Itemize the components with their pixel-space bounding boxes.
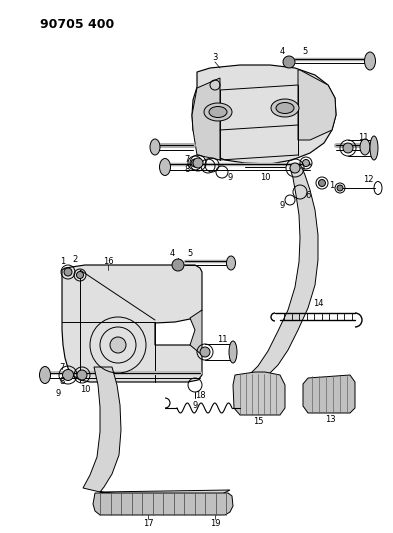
Circle shape (290, 163, 300, 173)
Polygon shape (190, 310, 202, 355)
Text: 16: 16 (103, 257, 113, 266)
Text: 13: 13 (325, 416, 335, 424)
Text: 2: 2 (72, 255, 78, 264)
Polygon shape (62, 265, 202, 382)
Text: 18: 18 (195, 392, 205, 400)
Circle shape (318, 180, 325, 187)
Text: 7: 7 (59, 364, 65, 373)
Text: 10: 10 (260, 174, 270, 182)
Ellipse shape (370, 136, 378, 160)
Text: 5: 5 (187, 249, 193, 259)
Circle shape (77, 370, 87, 380)
Ellipse shape (160, 158, 171, 175)
Text: 12: 12 (363, 175, 373, 184)
Text: 11: 11 (358, 133, 368, 142)
Circle shape (64, 268, 72, 276)
Polygon shape (233, 372, 285, 415)
Text: 7: 7 (184, 156, 190, 165)
Circle shape (343, 143, 353, 153)
Polygon shape (303, 375, 355, 413)
Text: 9: 9 (279, 200, 285, 209)
Ellipse shape (360, 139, 370, 155)
Text: 9: 9 (228, 174, 233, 182)
Text: 9: 9 (193, 400, 198, 409)
Ellipse shape (364, 52, 375, 70)
Polygon shape (93, 493, 233, 515)
Ellipse shape (209, 107, 227, 117)
Circle shape (191, 159, 199, 167)
Polygon shape (298, 70, 336, 140)
Polygon shape (83, 367, 230, 496)
Text: 8: 8 (184, 165, 190, 174)
Polygon shape (192, 78, 220, 160)
Ellipse shape (229, 341, 237, 363)
Text: 19: 19 (210, 519, 220, 528)
Text: 4: 4 (279, 47, 285, 56)
Text: 5: 5 (302, 47, 308, 56)
Text: 1: 1 (61, 257, 66, 266)
Text: 6: 6 (305, 191, 311, 200)
Circle shape (77, 271, 83, 279)
Text: 1: 1 (329, 181, 334, 190)
Text: 3: 3 (212, 53, 218, 62)
Circle shape (337, 185, 343, 191)
Ellipse shape (204, 103, 232, 121)
Circle shape (193, 158, 203, 168)
Ellipse shape (271, 99, 299, 117)
Ellipse shape (40, 367, 50, 384)
Text: 8: 8 (59, 376, 65, 385)
Circle shape (283, 56, 295, 68)
Ellipse shape (150, 139, 160, 155)
Text: 10: 10 (80, 385, 90, 394)
Circle shape (200, 347, 210, 357)
Polygon shape (192, 65, 336, 164)
Text: 14: 14 (313, 300, 323, 309)
Circle shape (62, 369, 73, 381)
Text: 4: 4 (169, 249, 174, 259)
Text: 17: 17 (143, 519, 153, 528)
Circle shape (110, 337, 126, 353)
Text: 90705 400: 90705 400 (40, 18, 114, 31)
Text: 9: 9 (55, 389, 61, 398)
Ellipse shape (226, 256, 235, 270)
Circle shape (303, 159, 310, 166)
Polygon shape (238, 168, 318, 382)
Text: 15: 15 (253, 417, 263, 426)
Circle shape (172, 259, 184, 271)
Ellipse shape (276, 102, 294, 114)
Text: 11: 11 (217, 335, 227, 344)
